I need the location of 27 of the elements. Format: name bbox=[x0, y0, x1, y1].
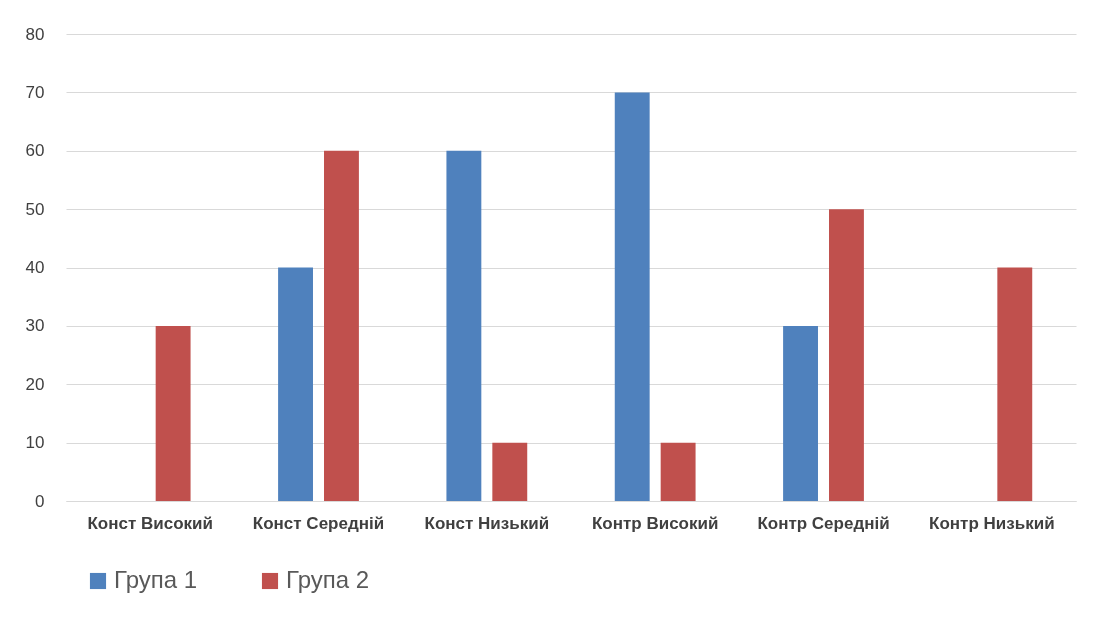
bar bbox=[829, 209, 864, 501]
x-tick-label: Контр Високий bbox=[591, 513, 719, 533]
y-tick-label: 20 bbox=[25, 374, 45, 394]
bar bbox=[492, 442, 528, 501]
y-tick-label: 10 bbox=[25, 433, 45, 453]
bar bbox=[614, 92, 650, 501]
x-tick-label: Конст Низький bbox=[424, 513, 550, 533]
x-tick-label: Конст Середній bbox=[252, 513, 385, 533]
bar bbox=[997, 267, 1033, 501]
y-tick-label: 80 bbox=[25, 24, 45, 44]
y-tick-label: 70 bbox=[25, 82, 45, 102]
bar bbox=[446, 150, 482, 501]
y-tick-label: 0 bbox=[35, 491, 45, 511]
legend-label: Група 2 bbox=[286, 566, 370, 593]
bar bbox=[660, 442, 696, 501]
x-tick-label: Контр Середній bbox=[757, 513, 890, 533]
x-tick-label: Контр Низький bbox=[929, 513, 1055, 533]
y-tick-label: 30 bbox=[25, 316, 45, 336]
y-tick-label: 40 bbox=[25, 258, 45, 277]
bar bbox=[324, 150, 359, 501]
legend-label: Група 1 bbox=[114, 566, 198, 593]
x-tick-label: Конст Високий bbox=[87, 513, 213, 533]
y-tick-label: 50 bbox=[25, 199, 45, 219]
bar bbox=[278, 267, 313, 501]
bar bbox=[155, 325, 191, 501]
bar bbox=[783, 325, 818, 501]
y-tick-label: 60 bbox=[25, 141, 45, 161]
